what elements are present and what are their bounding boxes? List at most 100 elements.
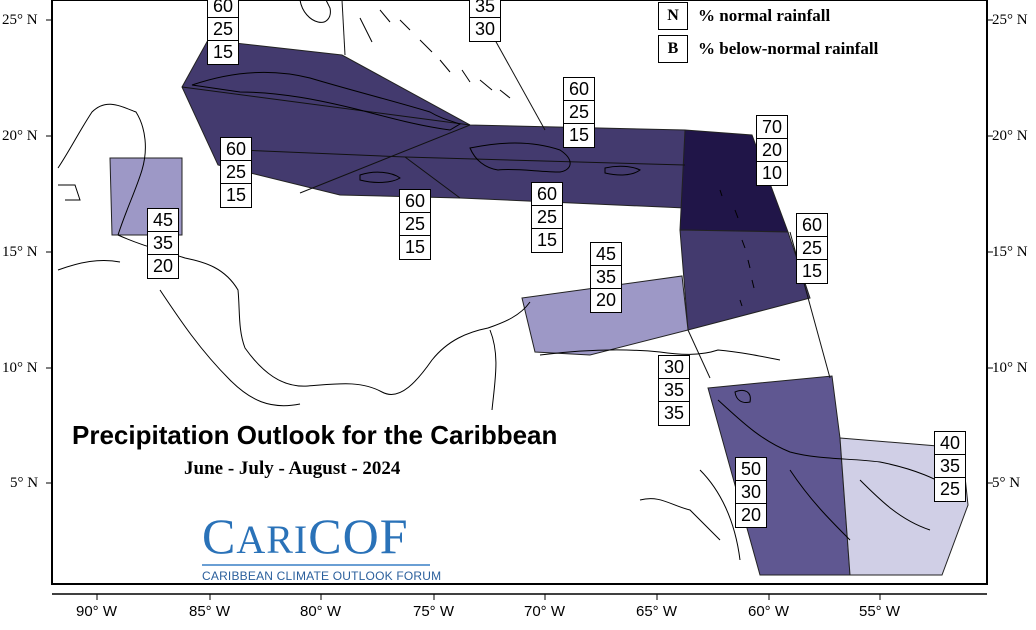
prob-box-turks-caicos: 35 30 (469, 0, 501, 42)
prob-normal: 30 (474, 19, 496, 39)
legend-key-normal: N (658, 2, 688, 30)
prob-below: 15 (212, 42, 234, 62)
prob-above: 60 (564, 78, 594, 101)
prob-box-guyana: 50 30 20 (735, 457, 767, 528)
cuba-outline (191, 71, 462, 131)
prob-box-hispaniola-south: 60 25 15 (531, 182, 563, 253)
lon-label-65: 65° W (636, 603, 678, 620)
venezuela-coast (539, 349, 781, 361)
mexico-coast (57, 184, 121, 271)
guyana-coast (717, 399, 966, 499)
yucatan-coast (57, 103, 146, 236)
prob-below: 15 (225, 185, 247, 205)
prob-above: 60 (532, 183, 562, 206)
prob-above: 60 (797, 214, 827, 237)
lon-label-60: 60° W (748, 603, 790, 620)
prob-above: 50 (736, 458, 766, 481)
zone-windward-islands (679, 229, 811, 331)
prob-normal: 25 (532, 206, 562, 229)
map-subtitle: June - July - August - 2024 (184, 458, 401, 479)
prob-box-belize: 45 35 20 (147, 208, 179, 279)
hispaniola-outline (469, 142, 571, 173)
prob-box-jamaica: 60 25 15 (399, 189, 431, 260)
logo-wordmark: CARICOF (202, 508, 409, 564)
prob-above: 30 (659, 356, 689, 379)
central-america-coast (117, 234, 531, 395)
lat-label-20-left: 20° N (2, 128, 38, 144)
prob-normal: 30 (736, 481, 766, 504)
latitude-labels-left: 25° N 20° N 15° N 10° N 5° N (2, 12, 38, 491)
prob-below: 20 (595, 290, 617, 310)
prob-normal: 35 (935, 455, 965, 478)
prob-box-windward-islands: 60 25 15 (796, 213, 828, 284)
prob-below: 20 (740, 505, 762, 525)
lat-label-5-right: 5° N (992, 475, 1020, 491)
prob-below: 15 (536, 230, 558, 250)
legend-normal: N % normal rainfall (658, 2, 830, 30)
prob-below: 15 (801, 261, 823, 281)
lat-label-5-left: 5° N (10, 475, 38, 491)
prob-box-bahamas: 60 25 15 (207, 0, 239, 65)
lon-label-90: 90° W (76, 603, 118, 620)
prob-above: 40 (935, 432, 965, 455)
prob-below: 20 (152, 256, 174, 276)
prob-above: 45 (591, 243, 621, 266)
prob-normal: 35 (659, 379, 689, 402)
prob-above: 60 (400, 190, 430, 213)
latitude-ticks (46, 19, 993, 484)
lat-label-15-left: 15° N (2, 244, 38, 260)
jamaica-outline (359, 171, 401, 183)
lon-label-75: 75° W (413, 603, 455, 620)
prob-box-suriname-guiana: 40 35 25 (934, 431, 966, 502)
amazon-coast (639, 498, 721, 541)
lat-label-20-right: 20° N (992, 128, 1028, 144)
puerto-rico-outline (604, 165, 641, 176)
florida-coast (299, 0, 331, 23)
lon-label-55: 55° W (859, 603, 901, 620)
legend-key-below: B (658, 35, 688, 63)
coastlines (57, 0, 966, 561)
lat-label-15-right: 15° N (992, 244, 1028, 260)
lon-label-80: 80° W (300, 603, 342, 620)
map-title: Precipitation Outlook for the Caribbean (72, 420, 558, 450)
prob-above: 60 (221, 138, 251, 161)
legend-text-below: % below-normal rainfall (698, 39, 879, 58)
lat-label-10-left: 10° N (2, 360, 38, 376)
prob-normal: 25 (797, 237, 827, 260)
prob-normal: 25 (564, 101, 594, 124)
prob-box-leeward-islands: 70 20 10 (756, 115, 788, 186)
trinidad-outline (734, 389, 751, 403)
prob-normal: 25 (221, 161, 251, 184)
prob-normal: 20 (757, 139, 787, 162)
lat-label-10-right: 10° N (992, 360, 1028, 376)
lat-label-25-right: 25° N (992, 12, 1028, 28)
lesser-antilles (719, 189, 755, 307)
colombia-coast (489, 329, 497, 411)
pacific-coast (159, 289, 301, 407)
prob-normal: 35 (148, 232, 178, 255)
prob-box-cuba-west: 60 25 15 (220, 137, 252, 208)
prob-above: 70 (757, 116, 787, 139)
caricof-logo: CARICOF CARIBBEAN CLIMATE OUTLOOK FORUM (202, 508, 441, 583)
lat-label-25-left: 25° N (2, 12, 38, 28)
prob-above: 45 (148, 209, 178, 232)
prob-below: 35 (663, 403, 685, 423)
prob-normal: 25 (400, 213, 430, 236)
latitude-labels-right: 25° N 20° N 15° N 10° N 5° N (992, 12, 1028, 491)
zone-abc-islands (521, 275, 689, 356)
legend-text-normal: % normal rainfall (698, 6, 831, 25)
prob-below: 15 (404, 237, 426, 257)
prob-below: 10 (761, 163, 783, 183)
bahamas-islands (359, 9, 511, 99)
prob-above: 35 (470, 0, 500, 18)
prob-below: 15 (568, 125, 590, 145)
prob-below: 25 (939, 479, 961, 499)
south-america-interior (699, 469, 931, 561)
prob-box-greater-antilles-east: 60 25 15 (563, 77, 595, 148)
legend-below: B % below-normal rainfall (658, 35, 878, 63)
prob-normal: 35 (591, 266, 621, 289)
prob-box-trinidad: 30 35 35 (658, 355, 690, 426)
logo-underline (202, 564, 430, 566)
prob-above: 60 (208, 0, 238, 18)
lon-label-70: 70° W (524, 603, 566, 620)
